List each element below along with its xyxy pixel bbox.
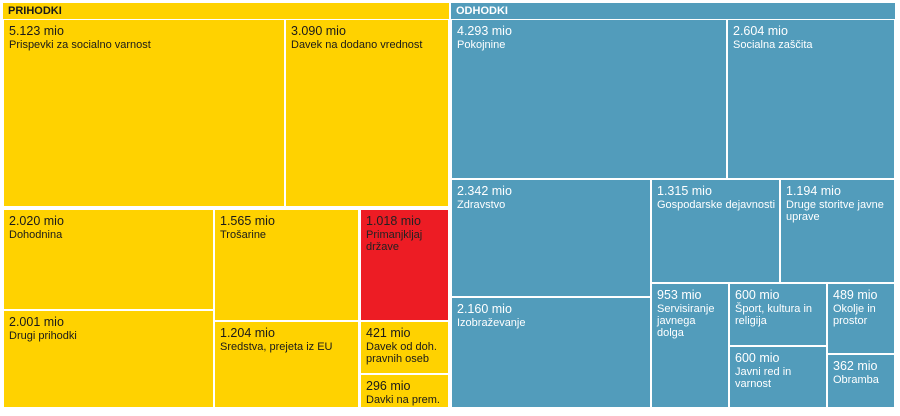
tile-label: Primanjkljaj države [366,229,423,253]
tile-value: 2.160 mio [457,302,512,316]
tile-value: 1.204 mio [220,326,275,340]
tile-pokojnine[interactable]: 4.293 mio Pokojnine [451,19,727,179]
tile-sport-kultura-in-religija[interactable]: 600 mio Šport, kultura in religija [729,283,827,346]
tile-label: Davki na prem. [366,394,440,406]
tile-value: 2.001 mio [9,315,64,329]
tile-drugi-prihodki[interactable]: 2.001 mio Drugi prihodki [3,310,214,408]
tile-gospodarske-dejavnosti[interactable]: 1.315 mio Gospodarske dejavnosti [651,179,780,283]
tile-primanjkljaj-drzave[interactable]: 1.018 mio Primanjkljaj države [360,209,449,321]
tile-value: 1.018 mio [366,214,421,228]
tile-label: Sredstva, prejeta iz EU [220,341,333,353]
tile-value: 2.020 mio [9,214,64,228]
tile-label: Trošarine [220,229,267,241]
tile-sredstva-prejeta-iz-eu[interactable]: 1.204 mio Sredstva, prejeta iz EU [214,321,359,408]
tile-okolje-in-prostor[interactable]: 489 mio Okolje in prostor [827,283,895,354]
tile-value: 1.194 mio [786,184,841,198]
tile-value: 600 mio [735,351,780,365]
tile-value: 1.565 mio [220,214,275,228]
tile-label: Druge storitve javne uprave [786,199,884,223]
tile-obramba[interactable]: 362 mio Obramba [827,354,895,408]
odhodki-header: ODHODKI [451,3,895,19]
tile-label: Okolje in prostor [833,303,876,327]
tile-druge-storitve-javne-uprave[interactable]: 1.194 mio Druge storitve javne uprave [780,179,895,283]
tile-dohodnina[interactable]: 2.020 mio Dohodnina [3,209,214,310]
tile-label: Davek na dodano vrednost [291,39,423,51]
tile-zdravstvo[interactable]: 2.342 mio Zdravstvo [451,179,651,297]
tile-servisiranje-javnega-dolga[interactable]: 953 mio Servisiranje javnega dolga [651,283,729,408]
tile-label: Gospodarske dejavnosti [657,199,776,211]
tile-davek-od-doh-pravnih-oseb[interactable]: 421 mio Davek od doh. pravnih oseb [360,321,449,374]
prihodki-header: PRIHODKI [3,3,449,19]
tile-label: Socialna zaščita [733,39,813,51]
tile-davki-na-prem[interactable]: 296 mio Davki na prem. [360,374,449,408]
tile-label: Pokojnine [457,39,506,51]
tile-label: Izobraževanje [457,317,526,329]
tile-label: Servisiranje javnega dolga [657,303,715,339]
tile-socialna-zascita[interactable]: 2.604 mio Socialna zaščita [727,19,895,179]
tile-value: 953 mio [657,288,702,302]
tile-label: Obramba [833,374,879,386]
tile-value: 3.090 mio [291,24,346,38]
tile-value: 2.604 mio [733,24,788,38]
tile-javni-red-in-varnost[interactable]: 600 mio Javni red in varnost [729,346,827,408]
tile-value: 2.342 mio [457,184,512,198]
tile-value: 600 mio [735,288,780,302]
tile-davek-na-dodano-vrednost[interactable]: 3.090 mio Davek na dodano vrednost [285,19,449,207]
tile-value: 4.293 mio [457,24,512,38]
tile-trosarine[interactable]: 1.565 mio Trošarine [214,209,359,321]
tile-label: Drugi prihodki [9,330,77,342]
tile-value: 362 mio [833,359,878,373]
tile-izobrazevanje[interactable]: 2.160 mio Izobraževanje [451,297,651,408]
tile-label: Prispevki za socialno varnost [9,39,151,51]
tile-label: Javni red in varnost [735,366,792,390]
tile-value: 421 mio [366,326,411,340]
tile-label: Dohodnina [9,229,63,241]
tile-value: 5.123 mio [9,24,64,38]
tile-value: 1.315 mio [657,184,712,198]
tile-prispevki-za-socialno-varnost[interactable]: 5.123 mio Prispevki za socialno varnost [3,19,285,207]
tile-value: 489 mio [833,288,878,302]
tile-label: Zdravstvo [457,199,506,211]
tile-label: Šport, kultura in religija [735,303,813,327]
tile-value: 296 mio [366,379,411,393]
tile-label: Davek od doh. pravnih oseb [366,341,437,365]
